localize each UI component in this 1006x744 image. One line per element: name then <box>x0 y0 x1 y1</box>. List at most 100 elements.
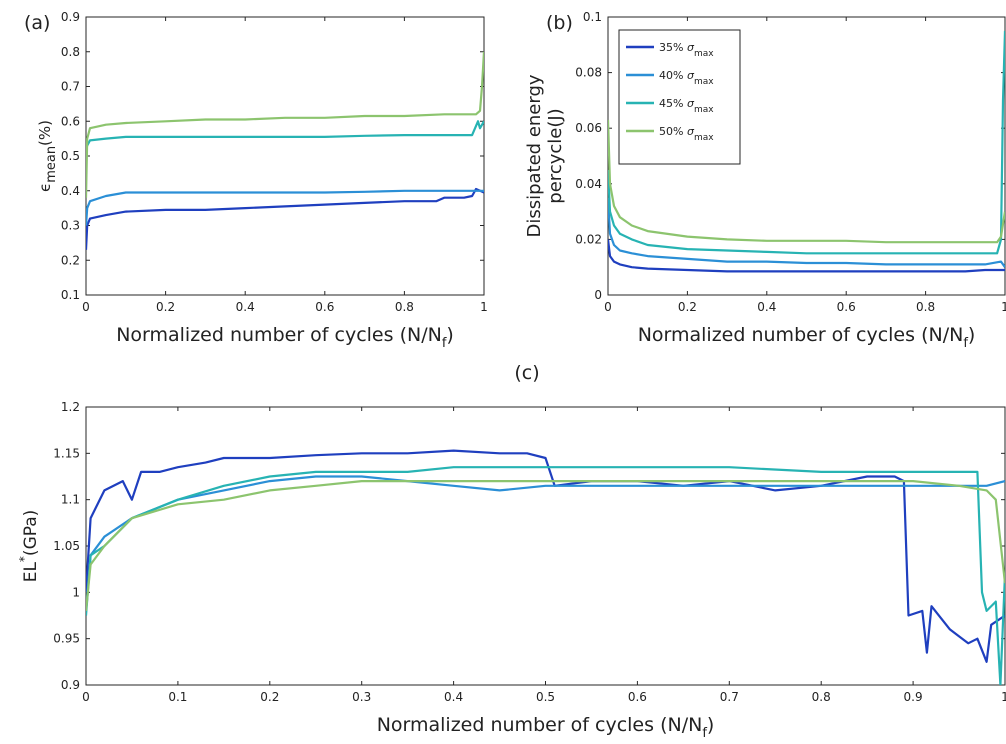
y-label-main: ϵ <box>36 183 54 192</box>
x-tick-label: 0.4 <box>236 300 255 314</box>
series-line-1 <box>86 187 484 250</box>
legend-box <box>618 29 741 165</box>
x-tick-label: 0.6 <box>837 300 856 314</box>
x-label-sub: f <box>702 726 707 741</box>
y-label-tail: (%) <box>36 120 54 146</box>
x-tick-label: 0.6 <box>315 300 334 314</box>
panel-c: 0 0.1 0.2 0.3 0.4 0.5 0.6 0.7 0.8 0.9 1 0.9 0.95 1 1.0… <box>17 362 1006 741</box>
x-tick-label: 0.3 <box>352 690 371 704</box>
x-tick-label: 0.8 <box>812 690 831 704</box>
x-tick-label: 0.5 <box>536 690 555 704</box>
legend-item-2: 40% σmax <box>626 69 714 87</box>
x-tick-label: 1 <box>480 300 488 314</box>
series-line-2 <box>86 189 484 226</box>
x-tick-label: 0.2 <box>260 690 279 704</box>
x-tick-label: 0.6 <box>628 690 647 704</box>
x-label-tail: ) <box>968 324 975 346</box>
series-line-3 <box>86 466 1005 685</box>
x-label-sub: f <box>963 336 968 351</box>
x-label-tail: ) <box>707 714 714 736</box>
y-axis-label: EL*(GPa) <box>17 510 41 583</box>
legend-pct: 50% <box>659 125 687 138</box>
panel-label: (c) <box>514 362 539 384</box>
x-tick-label: 0 <box>604 300 612 314</box>
y-tick-label: 1.2 <box>61 400 80 414</box>
y-label-main: EL <box>21 562 41 583</box>
y-tick-label: 0.95 <box>53 632 80 646</box>
x-tick-label: 0.4 <box>444 690 463 704</box>
y-tick-label: 0.06 <box>575 121 602 135</box>
x-axis-label: Normalized number of cycles (N/Nf) <box>116 324 454 351</box>
x-axis-label: Normalized number of cycles (N/Nf) <box>377 714 715 741</box>
y-tick-label: 0.2 <box>61 253 80 267</box>
legend-sigma: σ <box>687 125 695 138</box>
x-tick-label: 0.2 <box>678 300 697 314</box>
x-tick-label: 1 <box>1001 690 1006 704</box>
series-line-1 <box>86 449 1005 663</box>
legend-pct: 40% <box>659 69 687 82</box>
y-axis-label: ϵmean(%) <box>36 120 59 192</box>
series-line-2 <box>608 197 1005 268</box>
series-line-4 <box>86 51 484 198</box>
x-tick-label: 0.9 <box>904 690 923 704</box>
y-tick-label: 0.9 <box>61 10 80 24</box>
x-tick-label: 0.7 <box>720 690 739 704</box>
x-axis-label: Normalized number of cycles (N/Nf) <box>638 324 976 351</box>
panel-label: (a) <box>24 12 50 34</box>
legend-label: 45% σmax <box>659 97 714 115</box>
panel-b: 0 0.2 0.4 0.6 0.8 1 0 0.02 0.04 0.06 0.08 0.1 (b) Nor… <box>524 10 1006 351</box>
legend-item-1: 35% σmax <box>626 41 714 59</box>
x-label-sub: f <box>442 336 447 351</box>
y-tick-label: 0.6 <box>61 114 80 128</box>
x-tick-label: 1 <box>1001 300 1006 314</box>
series-line-3 <box>608 30 1005 255</box>
legend-item-3: 45% σmax <box>626 97 714 115</box>
y-tick-label: 0.02 <box>575 232 602 246</box>
series-line-4 <box>608 119 1005 244</box>
y-label-sub: mean <box>44 146 59 183</box>
x-tick-label: 0.1 <box>168 690 187 704</box>
legend-pct: 45% <box>659 97 687 110</box>
y-tick-label: 0.3 <box>61 219 80 233</box>
series-group <box>608 30 1005 273</box>
x-label-main: Normalized number of cycles (N/N <box>116 324 442 346</box>
axes-frame <box>85 16 485 296</box>
y-label-tail: (GPa) <box>21 510 41 556</box>
y-tick-label: 0.4 <box>61 184 80 198</box>
legend-label: 50% σmax <box>659 125 714 143</box>
y-tick-label: 1.1 <box>61 493 80 507</box>
legend-sub: max <box>694 133 714 143</box>
legend-sub: max <box>694 105 714 115</box>
y-tick-label: 1 <box>72 585 80 599</box>
legend-pct: 35% <box>659 41 687 54</box>
y-tick-label: 0.08 <box>575 66 602 80</box>
axes-frame <box>85 406 1006 686</box>
series-group <box>86 449 1005 685</box>
y-tick-label: 0.9 <box>61 678 80 692</box>
x-tick-label: 0.8 <box>395 300 414 314</box>
legend-sigma: σ <box>687 97 695 110</box>
y-tick-label: 1.05 <box>53 539 80 553</box>
x-label-tail: ) <box>446 324 453 346</box>
y-label-sup: * <box>17 556 31 562</box>
y-axis-label-line2: percycle(J) <box>545 108 566 203</box>
series-line-3 <box>86 120 484 150</box>
legend-label: 35% σmax <box>659 41 714 59</box>
series-group <box>86 51 484 250</box>
x-label-main: Normalized number of cycles (N/N <box>638 324 964 346</box>
legend-item-4: 50% σmax <box>626 125 714 143</box>
y-tick-label: 0.04 <box>575 177 602 191</box>
y-tick-label: 1.15 <box>53 446 80 460</box>
legend-sigma: σ <box>687 69 695 82</box>
series-line-4 <box>86 480 1005 612</box>
y-tick-label: 0.8 <box>61 45 80 59</box>
y-tick-label: 0.5 <box>61 149 80 163</box>
x-tick-label: 0 <box>82 690 90 704</box>
legend-sub: max <box>694 77 714 87</box>
legend-sub: max <box>694 49 714 59</box>
x-tick-label: 0 <box>82 300 90 314</box>
y-axis-label-line1: Dissipated energy <box>524 74 545 237</box>
legend-label: 40% σmax <box>659 69 714 87</box>
